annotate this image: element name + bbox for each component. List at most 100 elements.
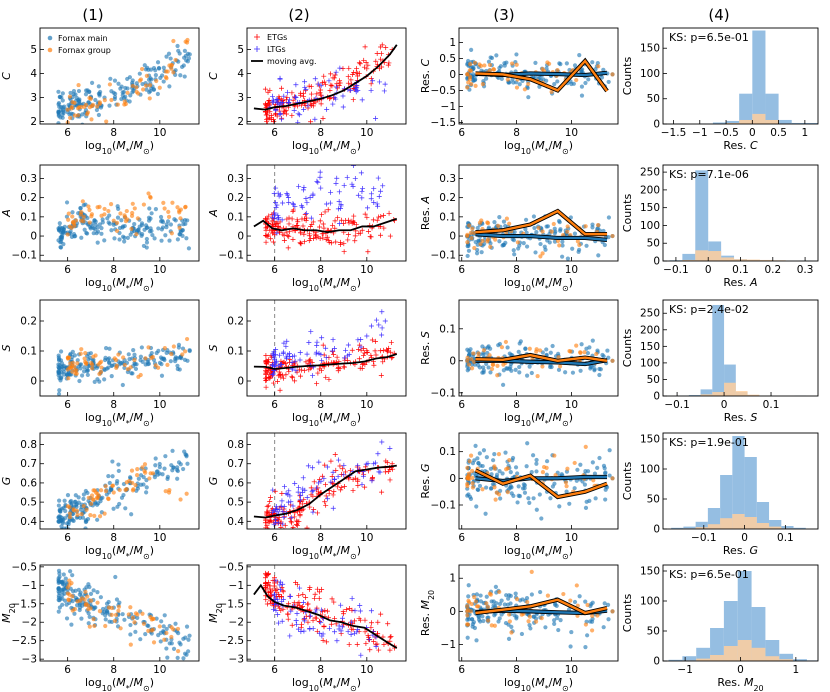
data-point <box>583 645 588 650</box>
data-point <box>557 243 562 248</box>
data-point <box>572 63 578 68</box>
data-point <box>262 575 268 581</box>
data-point <box>56 580 61 586</box>
data-point <box>388 339 394 345</box>
moving-average-line <box>253 464 397 519</box>
data-point <box>150 354 156 360</box>
data-point <box>60 528 63 529</box>
data-point <box>302 85 308 91</box>
data-point <box>85 372 90 378</box>
data-point <box>278 608 284 614</box>
data-point <box>527 346 532 351</box>
data-point <box>164 54 169 59</box>
data-point <box>289 359 295 365</box>
data-point <box>519 631 525 637</box>
data-point <box>125 90 130 95</box>
data-point <box>318 92 324 98</box>
data-point <box>503 620 509 626</box>
y-tick-label: 100 <box>640 357 660 369</box>
data-point <box>277 75 283 81</box>
data-point <box>499 612 504 617</box>
data-point <box>299 501 305 507</box>
data-point <box>537 84 542 89</box>
y-tick-label: 0 <box>237 376 244 388</box>
plot-area <box>465 47 615 100</box>
data-point <box>481 365 486 370</box>
y-tick-label: 0 <box>30 231 37 243</box>
data-point <box>187 52 192 57</box>
data-point <box>66 376 71 381</box>
data-point <box>501 382 506 387</box>
y-axis-label: C <box>0 72 13 80</box>
ks-test-label: KS: p=2.4e-02 <box>669 303 749 316</box>
data-point <box>272 360 278 366</box>
data-point <box>564 489 569 494</box>
x-axis-label: log10(M*/M⊙) <box>292 411 361 428</box>
data-point <box>275 596 281 602</box>
y-tick-label: 0.6 <box>20 477 37 489</box>
data-point <box>148 76 153 81</box>
data-point <box>61 572 66 577</box>
data-point <box>610 358 615 363</box>
data-point <box>156 65 162 71</box>
data-point <box>586 77 591 82</box>
data-point <box>144 87 149 92</box>
data-point <box>154 78 159 84</box>
data-point <box>310 617 316 623</box>
x-tick-label: −1 <box>677 664 692 676</box>
data-point <box>130 83 135 89</box>
data-point <box>130 201 135 206</box>
data-point <box>57 574 62 579</box>
data-point <box>263 377 269 383</box>
data-point <box>264 522 270 528</box>
x-tick-label: 6 <box>64 399 71 411</box>
data-point <box>263 102 269 108</box>
data-point <box>574 478 579 483</box>
moving-average-line <box>253 217 398 234</box>
hist-bar-group <box>700 394 713 396</box>
data-point <box>113 612 119 617</box>
data-point <box>320 235 326 241</box>
plot-area <box>677 304 807 396</box>
data-point <box>141 243 147 249</box>
data-point <box>133 366 139 372</box>
data-point <box>164 76 169 81</box>
data-point <box>375 203 381 209</box>
data-point <box>565 224 570 229</box>
data-point <box>134 85 139 90</box>
y-axis-label: Counts <box>621 57 634 96</box>
data-point <box>103 617 108 622</box>
data-point <box>334 175 340 181</box>
data-point <box>302 212 308 218</box>
data-point <box>588 366 593 371</box>
data-point <box>316 595 322 601</box>
data-point <box>355 463 361 469</box>
data-point <box>561 591 566 597</box>
data-point <box>485 605 491 610</box>
hist-bar-main <box>781 526 794 529</box>
data-point <box>268 518 274 524</box>
hist-bar-group <box>735 391 748 396</box>
data-point <box>319 335 325 341</box>
data-point <box>361 346 367 352</box>
data-point <box>84 507 89 512</box>
data-point <box>98 595 103 600</box>
data-point <box>525 441 530 446</box>
data-point <box>487 353 492 358</box>
y-axis-label: Res. G <box>419 463 432 498</box>
data-point <box>316 459 322 465</box>
data-point <box>471 351 476 356</box>
data-point <box>265 232 271 238</box>
data-point <box>475 225 480 231</box>
data-point <box>268 115 274 121</box>
data-point <box>141 202 146 207</box>
data-point <box>478 242 483 247</box>
data-point <box>610 476 615 481</box>
data-point <box>294 611 300 617</box>
data-point <box>151 640 157 645</box>
data-point <box>585 602 590 608</box>
axes-frame <box>246 564 407 662</box>
data-point <box>312 76 318 82</box>
data-point <box>356 615 362 621</box>
